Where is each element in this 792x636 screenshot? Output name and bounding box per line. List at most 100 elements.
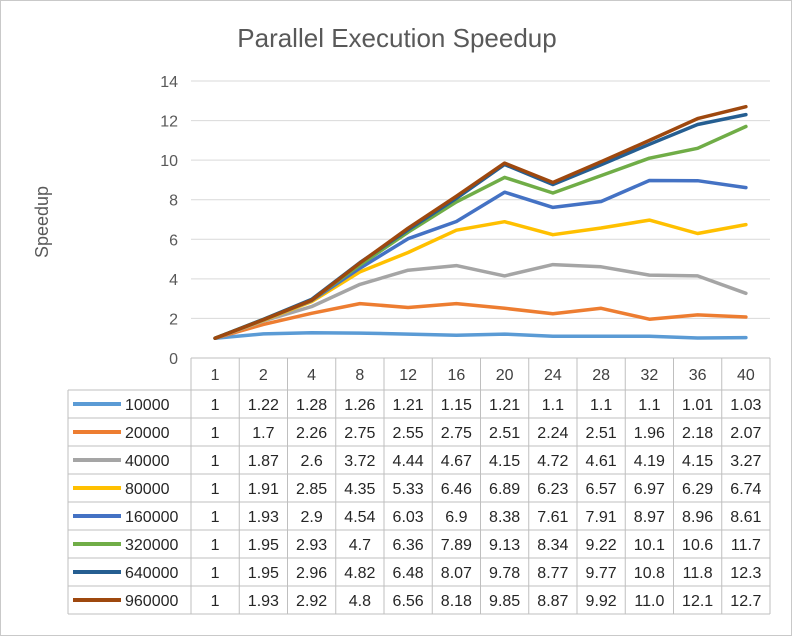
table-cell: 1.26: [344, 397, 375, 414]
table-cell: 12.1: [682, 593, 713, 610]
x-tick-label: 36: [689, 367, 707, 384]
table-cell: 9.77: [586, 565, 617, 582]
series-line: [213, 262, 748, 340]
y-tick-label: 2: [169, 311, 178, 328]
table-cell: 4.35: [344, 481, 375, 498]
table-cell: 10.1: [634, 537, 665, 554]
table-cell: 2.96: [296, 565, 327, 582]
table-cell: 8.38: [489, 509, 520, 526]
table-cell: 6.57: [586, 481, 617, 498]
x-tick-label: 24: [544, 367, 562, 384]
table-cell: 9.22: [586, 537, 617, 554]
table-cell: 1: [211, 537, 220, 554]
y-axis-label: Speedup: [32, 186, 52, 258]
table-cell: 7.91: [586, 509, 617, 526]
y-tick-label: 0: [169, 351, 178, 368]
table-cell: 9.85: [489, 593, 520, 610]
table-cell: 6.03: [393, 509, 424, 526]
table-cell: 10.6: [682, 537, 713, 554]
table-cell: 11.8: [683, 565, 713, 582]
table-cell: 8.18: [441, 593, 472, 610]
legend-label: 320000: [125, 537, 178, 554]
legend-label: 40000: [125, 453, 170, 470]
series-line: [213, 178, 748, 340]
table-cell: 9.78: [489, 565, 520, 582]
table-cell: 1: [211, 397, 220, 414]
y-tick-label: 4: [169, 272, 178, 289]
table-cell: 2.07: [730, 425, 761, 442]
table-cell: 1.21: [393, 397, 424, 414]
legend-label: 20000: [125, 425, 170, 442]
table-cell: 1: [211, 509, 220, 526]
table-cell: 4.82: [344, 565, 375, 582]
table-cell: 1.21: [489, 397, 520, 414]
table-cell: 2.92: [296, 593, 327, 610]
x-tick-label: 40: [737, 367, 755, 384]
y-tick-label: 8: [169, 193, 178, 210]
table-cell: 8.77: [537, 565, 568, 582]
table-cell: 1: [211, 565, 220, 582]
series-line: [213, 330, 748, 340]
table-cell: 1.03: [730, 397, 761, 414]
x-tick-label: 1: [211, 367, 220, 384]
table-cell: 2.75: [344, 425, 375, 442]
table-cell: 2.9: [301, 509, 323, 526]
table-cell: 4.15: [489, 453, 520, 470]
legend-label: 640000: [125, 565, 178, 582]
table-cell: 1: [211, 481, 220, 498]
table-cell: 2.51: [586, 425, 617, 442]
table-cell: 6.46: [441, 481, 472, 498]
table-cell: 1.95: [248, 565, 279, 582]
series-line: [213, 301, 748, 340]
table-cell: 3.72: [344, 453, 375, 470]
table-cell: 2.26: [296, 425, 327, 442]
table-cell: 8.97: [634, 509, 665, 526]
table-cell: 1.91: [248, 481, 279, 498]
x-tick-label: 32: [640, 367, 658, 384]
table-cell: 3.27: [730, 453, 761, 470]
table-cell: 6.23: [537, 481, 568, 498]
table-cell: 2.6: [301, 453, 323, 470]
table-cell: 4.8: [349, 593, 371, 610]
table-cell: 2.85: [296, 481, 327, 498]
x-tick-label: 2: [259, 367, 268, 384]
x-tick-label: 4: [307, 367, 316, 384]
table-cell: 4.67: [441, 453, 472, 470]
y-tick-label: 14: [160, 74, 178, 91]
x-tick-label: 8: [355, 367, 364, 384]
table-cell: 6.89: [489, 481, 520, 498]
table-cell: 4.7: [349, 537, 371, 554]
table-cell: 11.0: [634, 593, 664, 610]
table-cell: 7.89: [441, 537, 472, 554]
table-cell: 8.87: [537, 593, 568, 610]
x-tick-label: 16: [447, 367, 465, 384]
table-cell: 1.93: [248, 509, 279, 526]
table-cell: 2.93: [296, 537, 327, 554]
table-cell: 2.75: [441, 425, 472, 442]
table-cell: 2.18: [682, 425, 713, 442]
y-tick-labels: 0 2 4 6 8 10 12 14: [160, 74, 178, 368]
table-cell: 8.61: [730, 509, 761, 526]
table-cell: 8.96: [682, 509, 713, 526]
table-cell: 1.87: [248, 453, 279, 470]
table-cell: 4.54: [344, 509, 375, 526]
table-cell: 1.01: [682, 397, 713, 414]
table-cell: 6.56: [393, 593, 424, 610]
table-cell: 6.9: [445, 509, 467, 526]
table-cell: 8.34: [537, 537, 568, 554]
table-cell: 4.72: [537, 453, 568, 470]
series-lines: [213, 104, 748, 340]
table-cell: 4.19: [634, 453, 665, 470]
x-tick-label: 12: [399, 367, 417, 384]
legend-label: 80000: [125, 481, 170, 498]
table-cell: 2.24: [537, 425, 568, 442]
table-cell: 9.92: [586, 593, 617, 610]
chart-title: Parallel Execution Speedup: [237, 23, 556, 53]
series-line: [213, 104, 748, 340]
table-cell: 1.1: [638, 397, 660, 414]
table-cell: 2.55: [393, 425, 424, 442]
table-cell: 11.7: [731, 537, 761, 554]
table-cell: 1.28: [296, 397, 327, 414]
